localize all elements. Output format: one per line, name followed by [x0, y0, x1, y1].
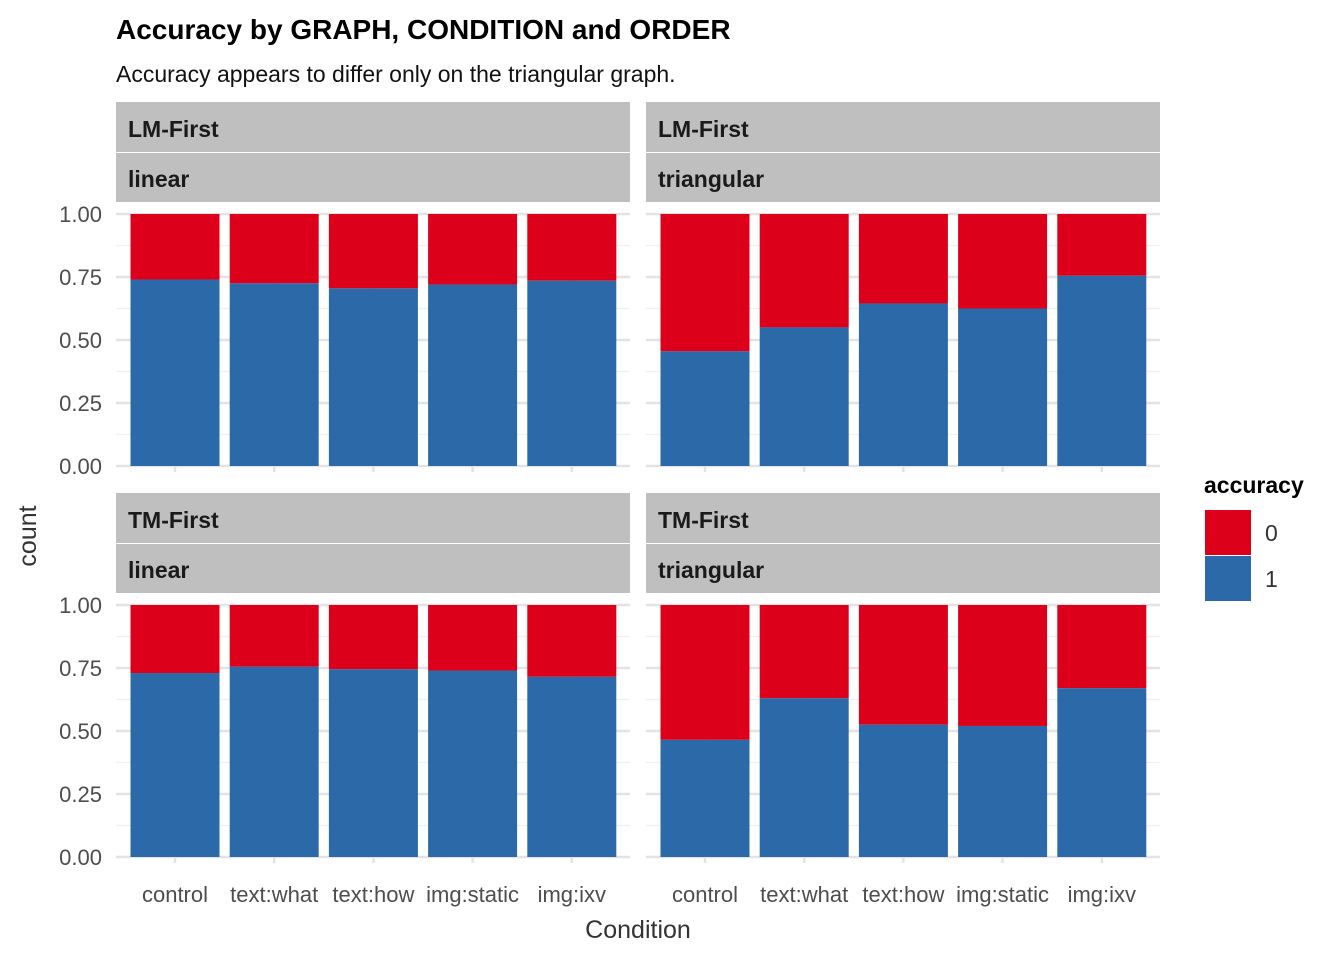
y-axis-title: count	[14, 505, 42, 566]
legend-label: 0	[1265, 520, 1278, 546]
facet-label-order: TM-First	[128, 507, 219, 533]
bar-accuracy-1	[958, 725, 1048, 857]
bar-accuracy-1	[858, 724, 948, 857]
bar-accuracy-1	[759, 327, 849, 466]
facet-label-order: LM-First	[128, 116, 219, 142]
bar-accuracy-0	[229, 605, 319, 667]
y-tick-label: 0.75	[59, 656, 102, 681]
legend-key	[1205, 556, 1251, 601]
bar-accuracy-0	[660, 214, 750, 352]
legend-label: 1	[1265, 566, 1278, 592]
y-tick-label: 1.00	[59, 593, 102, 618]
y-tick-label: 1.00	[59, 202, 102, 227]
bar-accuracy-0	[1057, 214, 1147, 276]
bar-accuracy-0	[428, 605, 518, 671]
bar-accuracy-0	[130, 605, 220, 674]
bar-accuracy-1	[527, 280, 617, 466]
bar-accuracy-1	[229, 666, 319, 857]
facet-panels: LM-Firstlinear0.000.250.500.751.00LM-Fir…	[59, 102, 1160, 907]
bar-accuracy-1	[130, 279, 220, 466]
x-axis-title: Condition	[585, 916, 691, 944]
bar-accuracy-0	[759, 214, 849, 328]
bar-accuracy-0	[527, 214, 617, 281]
bar-accuracy-1	[1057, 275, 1147, 466]
bar-accuracy-0	[958, 214, 1048, 309]
facet-strip-graph	[646, 153, 1160, 202]
x-tick-label: text:how	[862, 882, 944, 907]
bar-accuracy-1	[660, 739, 750, 857]
facet-panel: LM-First linear 0.00 0.25 0.50 0.75 1.00	[59, 102, 630, 479]
bar-accuracy-0	[660, 605, 750, 740]
x-tick-label: control	[142, 882, 208, 907]
facet-panel: TM-First linear 0.00 0.25 0.50 0.75 1.00 contro…	[59, 493, 630, 907]
bar-accuracy-0	[527, 605, 617, 677]
legend: accuracy 0 1	[1204, 472, 1304, 601]
bar-accuracy-1	[759, 698, 849, 857]
facet-label-order: TM-First	[658, 507, 749, 533]
y-tick-label: 0.25	[59, 782, 102, 807]
facet-label-graph: linear	[128, 557, 189, 583]
bar-accuracy-0	[428, 214, 518, 285]
x-tick-label: text:what	[760, 882, 848, 907]
bar-accuracy-1	[428, 284, 518, 466]
bar-accuracy-1	[328, 288, 418, 466]
bar-accuracy-1	[660, 351, 750, 466]
x-tick-label: img:ixv	[538, 882, 606, 907]
bar-accuracy-0	[328, 605, 418, 670]
x-tick-label: text:what	[230, 882, 318, 907]
facet-strip-order	[646, 102, 1160, 152]
facet-label-graph: triangular	[658, 166, 764, 192]
bar-accuracy-0	[858, 214, 948, 304]
x-tick-label: img:static	[426, 882, 519, 907]
chart-subtitle: Accuracy appears to differ only on the t…	[116, 61, 676, 87]
legend-key	[1205, 510, 1251, 555]
facet-strip-order	[116, 493, 630, 543]
x-tick-label: text:how	[332, 882, 414, 907]
legend-title: accuracy	[1204, 472, 1304, 498]
facet-strip-order	[116, 102, 630, 152]
bar-accuracy-1	[958, 308, 1048, 466]
bar-accuracy-1	[858, 303, 948, 466]
facet-strip-graph	[116, 544, 630, 593]
facet-strip-graph	[646, 544, 1160, 593]
facet-label-graph: linear	[128, 166, 189, 192]
bar-accuracy-1	[527, 676, 617, 857]
facet-label-graph: triangular	[658, 557, 764, 583]
bar-accuracy-0	[328, 214, 418, 289]
x-tick-label: img:ixv	[1068, 882, 1136, 907]
y-tick-label: 0.50	[59, 719, 102, 744]
chart-title: Accuracy by GRAPH, CONDITION and ORDER	[116, 14, 731, 45]
x-tick-label: img:static	[956, 882, 1049, 907]
bar-accuracy-0	[229, 214, 319, 284]
facet-strip-graph	[116, 153, 630, 202]
facet-label-order: LM-First	[658, 116, 749, 142]
bar-accuracy-0	[759, 605, 849, 699]
bar-accuracy-1	[130, 673, 220, 857]
y-tick-label: 0.25	[59, 391, 102, 416]
bar-accuracy-0	[958, 605, 1048, 726]
facet-panel: TM-First triangular control text:what text:h…	[646, 493, 1160, 907]
bar-accuracy-0	[1057, 605, 1147, 689]
facet-strip-order	[646, 493, 1160, 543]
facet-panel: LM-First triangular	[646, 102, 1160, 472]
y-tick-label: 0.00	[59, 454, 102, 479]
y-tick-label: 0.00	[59, 845, 102, 870]
bar-accuracy-1	[428, 670, 518, 857]
y-tick-label: 0.50	[59, 328, 102, 353]
bar-accuracy-0	[858, 605, 948, 725]
bar-accuracy-1	[328, 669, 418, 857]
bar-accuracy-1	[1057, 688, 1147, 857]
bar-accuracy-1	[229, 283, 319, 466]
bar-accuracy-0	[130, 214, 220, 280]
x-tick-label: control	[672, 882, 738, 907]
y-tick-label: 0.75	[59, 265, 102, 290]
